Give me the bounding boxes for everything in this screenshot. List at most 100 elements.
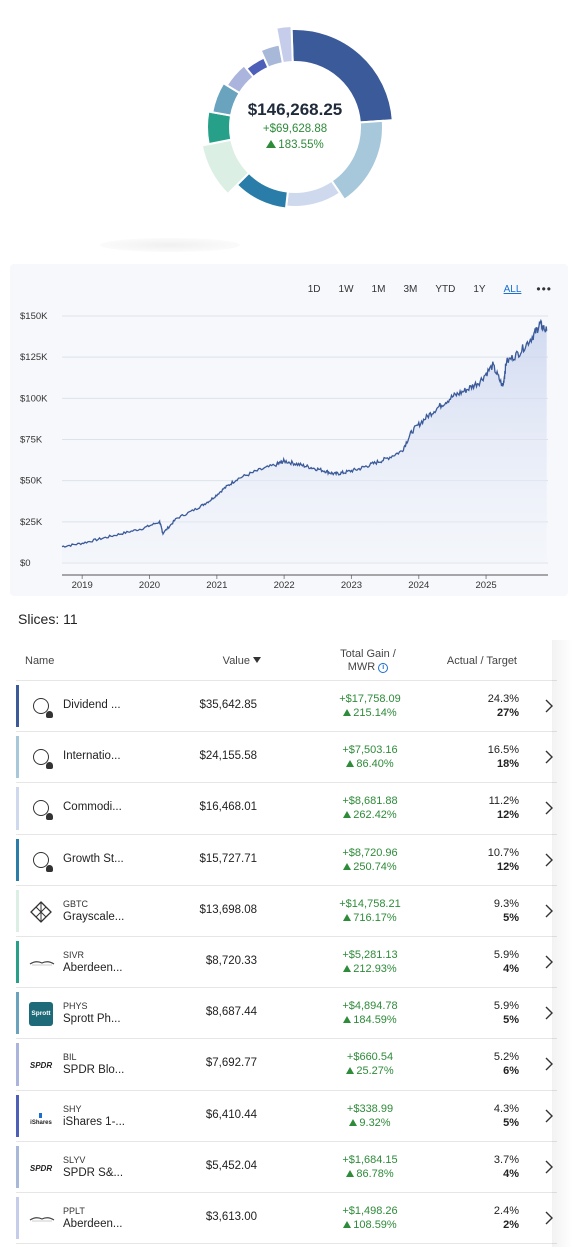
pie-icon: [33, 800, 53, 821]
chevron-right-icon[interactable]: [544, 750, 553, 764]
slice-gain-cell: +$1,498.26 108.59%: [306, 1204, 434, 1232]
spdr-logo-icon: SPDR: [29, 1061, 53, 1071]
range-3m[interactable]: 3M: [403, 284, 418, 295]
slice-target: 4%: [503, 962, 519, 975]
range-1d[interactable]: 1D: [307, 284, 321, 295]
ticker: PHYS: [63, 1001, 88, 1012]
ticker: PPLT: [63, 1205, 85, 1216]
slice-gain-cell: +$8,681.88 262.42%: [306, 794, 434, 822]
table-row[interactable]: Growth St... $15,727.71 +$8,720.96 250.74% 1…: [16, 834, 557, 886]
slice-gain: +$5,281.13: [342, 948, 398, 961]
y-tick-label: $100K: [20, 393, 48, 404]
x-tick-label: 2023: [341, 580, 362, 591]
slice-actual: 5.9%: [493, 1000, 519, 1013]
total-value: $146,268.25: [247, 100, 343, 119]
total-gain: +$69,628.88: [262, 123, 328, 135]
up-arrow-icon: [343, 964, 352, 972]
table-row[interactable]: GBTC Grayscale... $13,698.08 +$14,758.21 716…: [16, 885, 557, 937]
slice-mwr: 212.93%: [353, 962, 397, 975]
slice-actual-target: 11.2% 12%: [489, 794, 519, 822]
x-tick-label: 2020: [139, 580, 160, 591]
table-row[interactable]: Dividend ... $35,642.85 +$17,758.09 215.14%…: [16, 681, 557, 733]
chevron-right-icon[interactable]: [544, 699, 553, 713]
slice-target: 4%: [503, 1167, 519, 1180]
header-gain-line2: MWR: [347, 661, 376, 673]
table-row[interactable]: Sprott PHYS Sprott Ph... $8,687.44 +$4,894.7…: [16, 988, 557, 1040]
chevron-right-icon[interactable]: [544, 955, 553, 969]
range-1y[interactable]: 1Y: [473, 284, 486, 295]
slice-name: Commodi...: [63, 801, 122, 814]
more-options-icon[interactable]: •••: [536, 282, 552, 296]
total-gain-pct: 183.55%: [278, 139, 324, 151]
slice-target: 6%: [503, 1065, 519, 1078]
chevron-right-icon[interactable]: [544, 1057, 553, 1071]
slice-actual: 16.5%: [487, 744, 519, 757]
range-1w[interactable]: 1W: [338, 284, 354, 295]
slice-icon-wrap: Sprott: [29, 1002, 53, 1027]
donut-chart: [200, 25, 394, 210]
slice-color-accent: [16, 1043, 19, 1086]
header-gain[interactable]: Total Gain / MWR i: [308, 648, 428, 674]
slice-icon-wrap: [29, 746, 53, 770]
slice-mwr: 250.74%: [353, 860, 397, 873]
slice-actual: 5.9%: [493, 948, 519, 961]
chevron-right-icon[interactable]: [544, 1160, 553, 1174]
chevron-right-icon[interactable]: [544, 904, 553, 918]
info-icon[interactable]: i: [378, 663, 389, 673]
slice-actual-target: 10.7% 12%: [488, 846, 519, 874]
slice-color-accent: [16, 685, 19, 728]
up-arrow-icon: [343, 1016, 352, 1024]
chevron-right-icon[interactable]: [544, 801, 553, 815]
range-all[interactable]: ALL: [503, 284, 522, 295]
chevron-right-icon[interactable]: [544, 1006, 553, 1020]
series-line: [61, 318, 548, 548]
table-row[interactable]: PPLT Aberdeen... $3,613.00 +$1,498.26 108.59…: [16, 1192, 557, 1245]
donut-hole: [231, 63, 359, 191]
slice-icon-wrap: SPDR: [29, 1156, 53, 1180]
header-actual-target[interactable]: Actual / Target: [446, 655, 517, 667]
up-arrow-icon: [346, 1067, 355, 1075]
slice-actual-target: 2.4% 2%: [494, 1204, 519, 1232]
table-row[interactable]: SPDR SLYV SPDR S&... $5,452.04 +$1,684.15 86.…: [16, 1141, 557, 1193]
slice-target: 18%: [496, 758, 519, 771]
slice-icon-wrap: [29, 849, 53, 873]
table-row[interactable]: Commodi... $16,468.01 +$8,681.88 262.42% 11.…: [16, 783, 557, 835]
table-row[interactable]: SPDR BIL SPDR Blo... $7,692.77 +$660.54 25.27…: [16, 1039, 557, 1091]
slice-color-accent: [16, 889, 19, 932]
chevron-right-icon[interactable]: [544, 1109, 553, 1123]
slice-icon-wrap: [29, 695, 53, 719]
slice-icon-wrap: [29, 951, 55, 975]
slice-color-accent: [16, 1145, 19, 1188]
table-row[interactable]: Internatio... $24,155.58 +$7,503.16 86.40% 1…: [16, 732, 557, 784]
slice-name: Internatio...: [63, 750, 121, 763]
scroll-shadow: [552, 640, 573, 1247]
table-row[interactable]: iShares SHY iShares 1-... $6,410.44 +$338.99…: [16, 1090, 557, 1142]
up-arrow-icon: [343, 709, 352, 716]
slice-actual-target: 5.9% 4%: [494, 948, 519, 976]
donut-slice-dividend[interactable]: [290, 28, 394, 124]
slice-actual: 9.3%: [493, 897, 519, 910]
slice-actual: 3.7%: [493, 1153, 519, 1166]
slice-gain-cell: +$14,758.21 716.17%: [306, 897, 434, 925]
slice-value: $8,720.33: [205, 954, 257, 967]
slice-gain: +$338.99: [346, 1102, 394, 1115]
chevron-right-icon[interactable]: [544, 853, 553, 867]
header-name[interactable]: Name: [25, 655, 55, 667]
pie-icon: [33, 851, 53, 872]
range-1m[interactable]: 1M: [371, 284, 386, 295]
chevron-right-icon[interactable]: [544, 1211, 553, 1225]
range-ytd[interactable]: YTD: [435, 284, 456, 295]
header-gain-line1: Total Gain /: [340, 648, 396, 660]
donut-slice-pplt[interactable]: [275, 25, 294, 65]
slice-mwr: 86.78%: [356, 1167, 394, 1180]
table-row[interactable]: SIVR Aberdeen... $8,720.33 +$5,281.13 212.93…: [16, 936, 557, 989]
header-value[interactable]: Value: [223, 655, 261, 667]
slice-color-accent: [16, 838, 19, 881]
slice-gain: +$1,498.26: [342, 1204, 398, 1217]
slice-color-accent: [16, 736, 19, 779]
aberdeen-logo-icon: [29, 961, 55, 966]
performance-chart: $0 $25K $50K $75K $100K $125K $150K 2019 2020 202…: [20, 311, 548, 591]
slice-actual: 4.3%: [493, 1102, 519, 1115]
slice-actual-target: 24.3% 27%: [488, 692, 519, 720]
slice-icon-wrap: [29, 1207, 55, 1231]
